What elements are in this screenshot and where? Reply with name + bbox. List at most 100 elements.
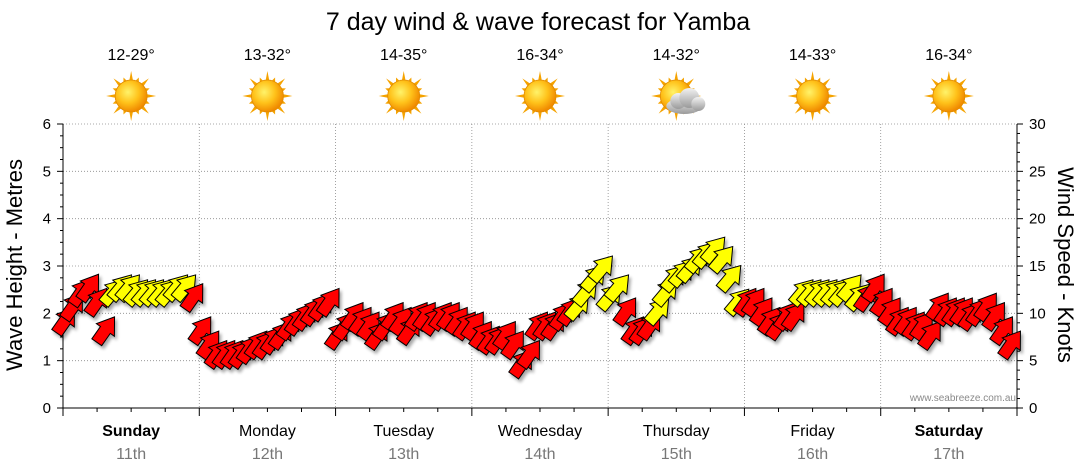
sun-ray [386, 106, 394, 114]
sunny-icon [242, 71, 293, 121]
sun-ray [106, 94, 116, 98]
sunny-icon [787, 71, 838, 121]
sun-ray [931, 78, 939, 86]
cloud-icon [666, 88, 706, 114]
wind-arrows [51, 236, 1021, 380]
day-name-label: Thursday [643, 423, 710, 440]
right-tick-label: 20 [1029, 211, 1046, 228]
left-tick-label: 4 [43, 211, 51, 228]
wind-arrow [612, 297, 637, 328]
right-tick-label: 5 [1029, 353, 1037, 370]
sun-ray [419, 94, 429, 98]
left-tick-label: 5 [43, 163, 51, 180]
sun-ray [113, 106, 122, 114]
wind-arrow [315, 287, 340, 318]
sun-disc [251, 79, 284, 113]
day-temperatures: 12-29° 13-32° 14-35° 16-34° 14-32° 14-33° 16-3… [107, 47, 972, 64]
right-tick-label: 0 [1029, 400, 1037, 417]
sun-ray [129, 111, 133, 121]
right-axis-label: Wind Speed - Knots [1053, 167, 1078, 363]
sun-ray [141, 78, 149, 86]
left-tick-label: 6 [43, 116, 51, 133]
day-labels: Sunday 11th Monday 12th Tuesday 13th Wednesday… [102, 423, 983, 463]
left-tick-label: 1 [43, 353, 51, 370]
day-date-label: 12th [252, 446, 283, 463]
sun-ray [658, 106, 667, 114]
wind-arrow [75, 273, 100, 304]
sun-ray [515, 94, 525, 98]
sun-ray [283, 94, 293, 98]
chart-grid [63, 123, 1017, 408]
right-tick-label: 10 [1029, 305, 1046, 322]
sun-disc [523, 79, 557, 113]
sun-ray [147, 94, 157, 98]
sun-ray [658, 78, 667, 86]
sun-ray [822, 78, 831, 86]
sun-disc [796, 79, 829, 113]
sun-disc [387, 79, 421, 113]
sunny-icon [378, 71, 429, 121]
wind-arrow [707, 245, 734, 275]
wind-arrow [587, 255, 614, 285]
sun-ray [947, 111, 951, 121]
day-name-label: Saturday [915, 423, 984, 440]
sun-ray [378, 94, 388, 98]
chart-axes: 0 1 2 3 4 5 6 0 5 10 15 20 25 30 [43, 116, 1046, 417]
wind-arrow [499, 330, 524, 361]
temperature-range-label: 12-29° [107, 47, 154, 64]
day-date-label: 13th [388, 446, 419, 463]
left-tick-label: 0 [43, 400, 51, 417]
sun-ray [923, 94, 933, 98]
sun-ray [787, 94, 797, 98]
sun-ray [794, 78, 803, 86]
sun-disc [114, 79, 148, 113]
cloud-puff [691, 97, 706, 111]
temperature-range-label: 13-32° [244, 47, 291, 64]
sun-ray [822, 106, 831, 114]
left-tick-label: 2 [43, 305, 51, 322]
wind-arrow [516, 339, 540, 371]
wind-arrow [981, 301, 1005, 333]
day-date-label: 17th [933, 446, 964, 463]
credit-text: www.seabreeze.com.au [909, 393, 1016, 404]
sun-ray [810, 111, 815, 121]
sun-ray [522, 78, 530, 86]
wind-arrow [91, 316, 116, 347]
day-name-label: Tuesday [373, 423, 434, 440]
temperature-range-label: 14-33° [789, 47, 836, 64]
sun-ray [550, 106, 558, 114]
day-date-label: 15th [661, 446, 692, 463]
sun-ray [242, 94, 252, 98]
sun-ray [958, 78, 967, 86]
day-name-label: Wednesday [498, 423, 582, 440]
right-tick-label: 25 [1029, 163, 1046, 180]
sunny-icon [923, 71, 974, 121]
day-date-label: 11th [116, 446, 146, 463]
sun-ray [964, 94, 974, 98]
day-name-label: Sunday [102, 423, 160, 440]
temperature-range-label: 14-35° [380, 47, 427, 64]
sun-ray [129, 71, 133, 81]
sun-ray [686, 78, 694, 86]
sun-ray [674, 71, 679, 81]
sun-ray [931, 106, 939, 114]
wind-arrow [997, 330, 1021, 361]
sun-ray [958, 106, 967, 114]
temperature-range-label: 16-34° [516, 47, 563, 64]
wind-arrow [989, 316, 1013, 347]
day-date-label: 16th [797, 446, 828, 463]
sun-ray [386, 78, 394, 86]
left-axis-label: Wave Height - Metres [2, 159, 27, 371]
sun-ray [538, 71, 542, 81]
sun-ray [265, 71, 270, 81]
sun-ray [651, 94, 661, 98]
right-tick-label: 30 [1029, 116, 1046, 133]
sun-ray [401, 111, 406, 121]
wind-arrow [780, 301, 805, 333]
sun-ray [141, 106, 149, 114]
partly-cloudy-icon [651, 71, 706, 121]
sun-ray [249, 78, 258, 86]
left-tick-label: 3 [43, 258, 51, 275]
sun-ray [674, 111, 679, 121]
